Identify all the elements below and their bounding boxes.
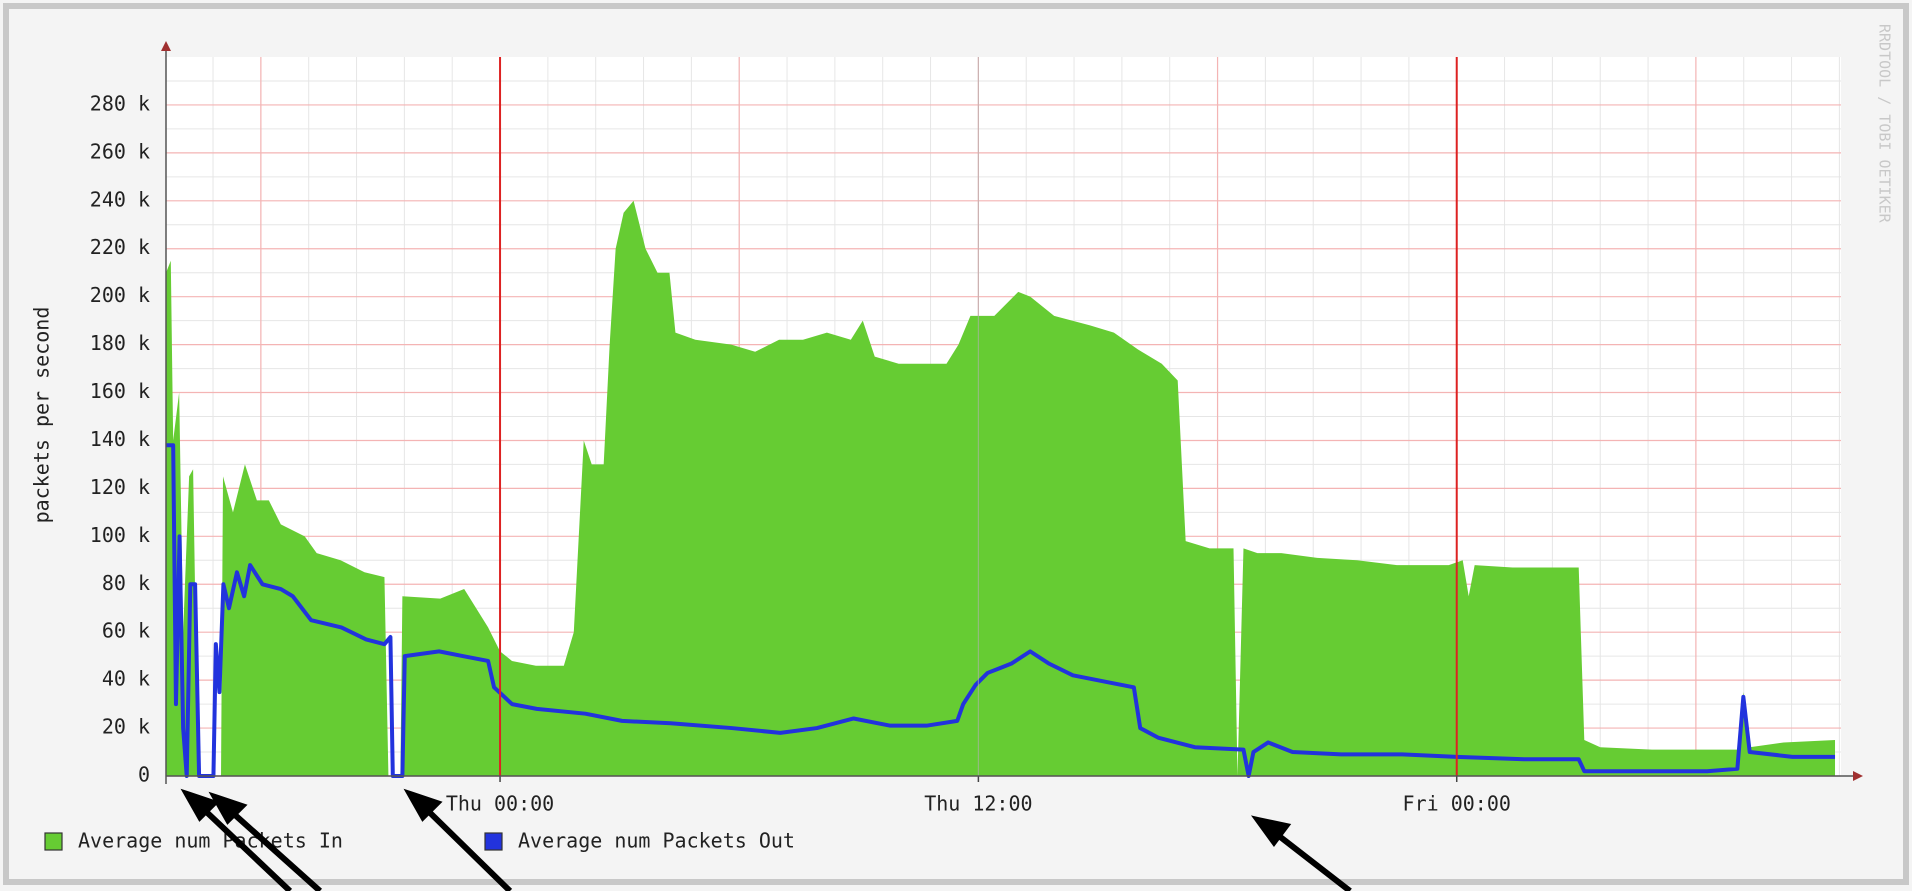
y-tick-label: 280 k	[90, 91, 150, 115]
y-tick-label: 260 k	[90, 139, 150, 163]
arrow-head	[1250, 815, 1292, 848]
arrow-head	[208, 791, 248, 825]
arrow	[222, 803, 323, 891]
frame	[3, 3, 1909, 885]
area	[166, 200, 1836, 777]
arrow	[417, 800, 513, 891]
y-tick-label: 60 k	[102, 619, 150, 643]
legend-label: Average num Packets In	[78, 829, 343, 853]
arrow-head	[180, 788, 220, 822]
y-tick-label: 120 k	[90, 475, 150, 499]
arrow	[1268, 826, 1352, 891]
legend-swatch	[484, 832, 503, 851]
y-tick-label: 100 k	[90, 523, 150, 547]
x-tick-label: Thu 12:00	[924, 792, 1032, 816]
y-tick-label: 20 k	[102, 715, 150, 739]
y-tick-label: 160 k	[90, 379, 150, 403]
x-tick-label: Fri 00:00	[1403, 792, 1511, 816]
y-tick-label: 40 k	[102, 667, 150, 691]
y-axis-label: packets per second	[30, 307, 54, 524]
annotation-arrows	[180, 788, 1352, 891]
y-tick-label: 240 k	[90, 187, 150, 211]
watermark: RRDTOOL / TOBI OETIKER	[1876, 24, 1894, 224]
x-axis-arrow	[1853, 771, 1863, 781]
y-tick-label: 140 k	[90, 427, 150, 451]
y-tick-label: 0	[138, 763, 150, 787]
y-tick-label: 200 k	[90, 283, 150, 307]
y-tick-label: 180 k	[90, 331, 150, 355]
plot-area: 0 20 k 40 k 60 k 80 k 100 k 120 k 140 k 160 k 180…	[90, 41, 1863, 816]
y-axis-arrow	[161, 41, 171, 51]
arrow	[194, 800, 293, 891]
x-tick-label: Thu 00:00	[446, 792, 554, 816]
legend-swatch	[44, 832, 63, 851]
legend: Average num Packets In Average num Packet…	[44, 829, 795, 853]
line	[166, 443, 1836, 778]
y-tick-label: 80 k	[102, 571, 150, 595]
arrow-head	[403, 788, 443, 822]
legend-label: Average num Packets Out	[518, 829, 795, 853]
y-tick-label: 220 k	[90, 235, 150, 259]
